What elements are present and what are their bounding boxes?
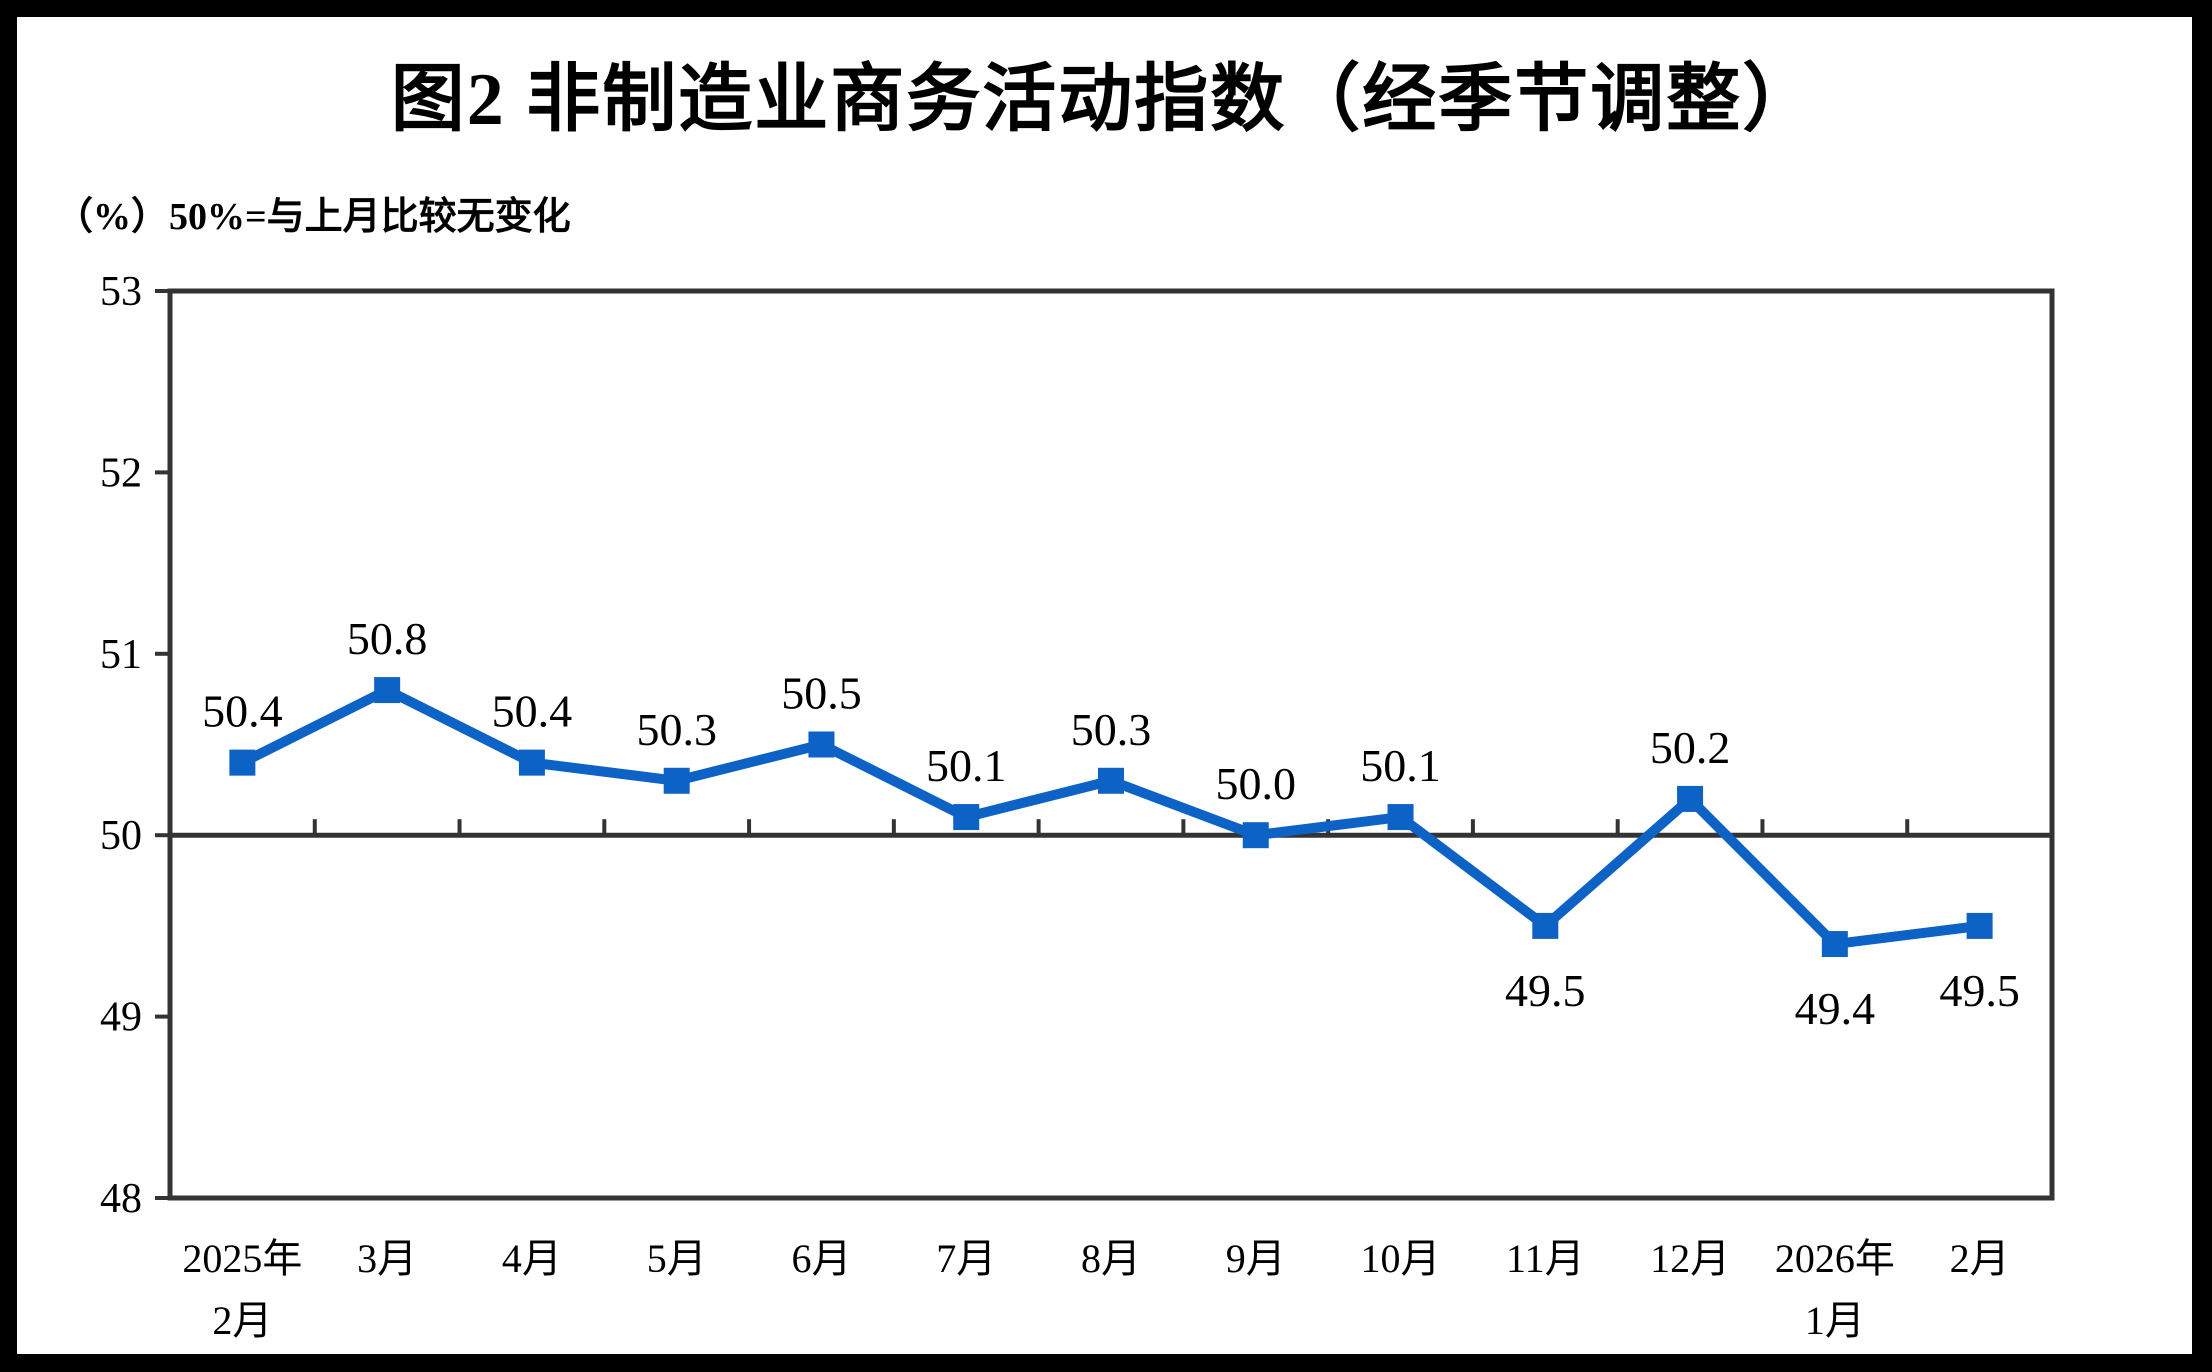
y-axis-label: 53: [100, 269, 142, 315]
x-axis-label: 9月: [1226, 1236, 1286, 1281]
x-axis-label: 5月: [647, 1236, 707, 1281]
y-axis-label: 49: [100, 995, 142, 1041]
data-point-marker: [1098, 767, 1124, 794]
plot-border: [167, 288, 2055, 1201]
data-label: 50.3: [636, 704, 717, 755]
data-point-marker: [953, 804, 980, 831]
x-axis-label: 3月: [357, 1236, 417, 1281]
data-label: 49.5: [1939, 965, 2020, 1016]
y-axis-label: 48: [100, 1176, 142, 1222]
data-label: 50.4: [492, 686, 573, 737]
data-point-marker: [518, 749, 545, 776]
x-axis-label: 8月: [1081, 1236, 1141, 1281]
x-axis-label: 2025年: [182, 1236, 302, 1281]
x-axis-label: 2月: [212, 1298, 272, 1343]
data-point-marker: [1387, 804, 1414, 831]
data-label: 50.2: [1650, 722, 1731, 773]
data-label: 49.4: [1795, 983, 1876, 1034]
y-axis-unit-note: （%）50%=与上月比较无变化: [55, 196, 571, 238]
x-axis-label: 2月: [1950, 1236, 2010, 1281]
data-point-marker: [229, 749, 256, 776]
data-point-marker: [1532, 912, 1559, 939]
x-axis-label: 4月: [502, 1236, 562, 1281]
x-axis-label: 6月: [791, 1236, 851, 1281]
data-point-marker: [1242, 822, 1269, 849]
data-point-marker: [1966, 912, 1993, 939]
y-axis-label: 52: [100, 450, 142, 496]
data-label: 50.5: [781, 668, 862, 719]
x-axis-label: 2026年: [1775, 1236, 1895, 1281]
data-point-marker: [1821, 931, 1848, 958]
data-label: 50.8: [347, 613, 428, 664]
data-label: 50.1: [926, 740, 1007, 791]
data-label: 49.5: [1505, 965, 1586, 1016]
chart-title: 图2 非制造业商务活动指数（经季节调整）: [390, 59, 1819, 141]
data-point-marker: [663, 767, 690, 794]
data-point-marker: [1677, 785, 1704, 812]
y-axis-label: 50: [100, 813, 142, 859]
chart-canvas: 图2 非制造业商务活动指数（经季节调整） （%）50%=与上月比较无变化 48 4…: [17, 17, 2192, 1354]
data-point-marker: [374, 677, 401, 704]
data-label: 50.3: [1071, 704, 1152, 755]
data-label: 50.1: [1360, 740, 1441, 791]
data-point-marker: [808, 731, 835, 758]
y-axis-label: 51: [100, 632, 142, 678]
x-axis-label: 10月: [1361, 1236, 1441, 1281]
data-label: 50.0: [1216, 758, 1297, 809]
data-label: 50.4: [202, 686, 283, 737]
x-axis-label: 12月: [1650, 1236, 1730, 1281]
line-chart-plot: 48 49 50 51 52 53 2025年 2月 3月 4月 5月 6月 7月 8月 9月 10月 11月 1…: [100, 269, 2055, 1343]
x-axis-label: 11月: [1506, 1236, 1585, 1281]
x-axis-label: 7月: [936, 1236, 996, 1281]
x-axis-label: 1月: [1805, 1298, 1865, 1343]
